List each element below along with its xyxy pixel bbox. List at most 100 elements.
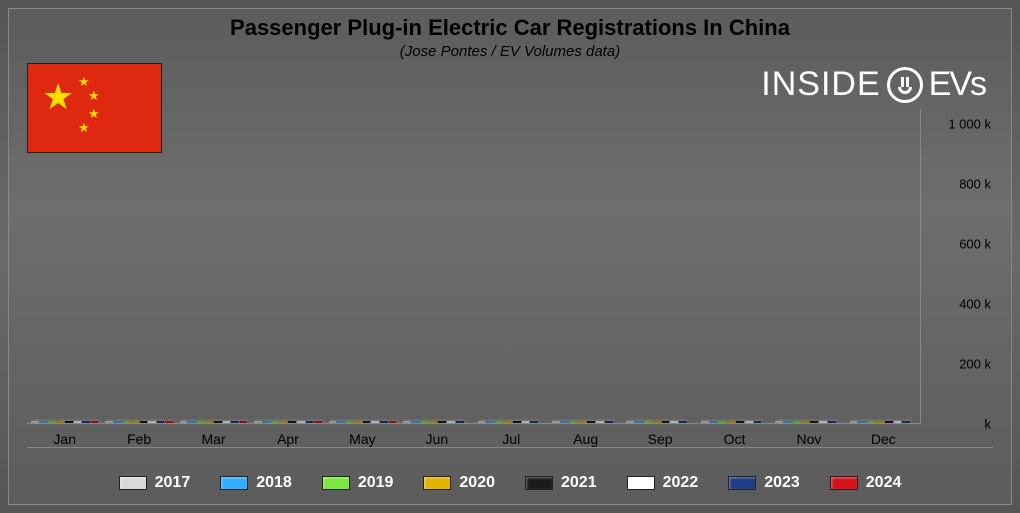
month-group: Dec	[846, 421, 920, 423]
legend-item: 2019	[322, 474, 394, 492]
bar	[478, 421, 486, 423]
bar	[271, 421, 279, 423]
legend-swatch	[728, 476, 756, 490]
bar	[346, 421, 354, 423]
x-tick-label: Apr	[251, 431, 324, 447]
bar	[679, 421, 687, 423]
bar	[403, 421, 411, 423]
x-tick-label: Jun	[400, 431, 473, 447]
bar	[456, 421, 464, 423]
bar	[819, 421, 827, 423]
bar	[530, 421, 538, 423]
legend-swatch	[220, 476, 248, 490]
y-tick-label: 200 k	[959, 356, 991, 371]
plug-icon	[887, 67, 923, 103]
bar	[157, 421, 165, 423]
bar	[412, 421, 420, 423]
bar	[91, 421, 99, 423]
legend-label: 2018	[256, 474, 292, 492]
bar	[718, 421, 726, 423]
month-group: Sep	[622, 421, 696, 423]
bar	[140, 421, 148, 423]
x-tick-label: Mar	[177, 431, 250, 447]
x-tick-label: Sep	[623, 431, 696, 447]
month-group: Apr	[250, 421, 324, 423]
legend-label: 2024	[866, 474, 902, 492]
month-group: May	[325, 421, 399, 423]
legend-item: 2024	[830, 474, 902, 492]
bar	[504, 421, 512, 423]
bar	[165, 421, 173, 423]
chart-title: Passenger Plug-in Electric Car Registrat…	[9, 9, 1011, 41]
legend-label: 2023	[764, 474, 800, 492]
bar	[389, 421, 397, 423]
legend-label: 2021	[561, 474, 597, 492]
bar	[885, 421, 893, 423]
bar	[894, 421, 902, 423]
insideevs-logo: INSIDE EVs	[761, 65, 985, 104]
bar	[635, 421, 643, 423]
bar	[784, 421, 792, 423]
legend-swatch	[627, 476, 655, 490]
bar	[263, 421, 271, 423]
legend-label: 2022	[663, 474, 699, 492]
logo-text-evs: EVs	[929, 65, 985, 104]
bar	[131, 421, 139, 423]
bar	[371, 421, 379, 423]
bar	[240, 421, 248, 423]
bar	[578, 421, 586, 423]
x-tick-label: Oct	[698, 431, 771, 447]
bar	[188, 421, 196, 423]
bar	[513, 421, 521, 423]
bar	[653, 421, 661, 423]
bar	[626, 421, 634, 423]
bar	[486, 421, 494, 423]
x-tick-label: Feb	[102, 431, 175, 447]
bar	[214, 421, 222, 423]
bar	[105, 421, 113, 423]
month-group: Aug	[548, 421, 622, 423]
bar	[438, 421, 446, 423]
y-tick-label: 600 k	[959, 237, 991, 252]
bar	[40, 421, 48, 423]
bar	[380, 421, 388, 423]
bar	[280, 421, 288, 423]
bar	[82, 421, 90, 423]
bar	[74, 421, 82, 423]
bar	[114, 421, 122, 423]
bar	[254, 421, 262, 423]
month-group: Jan	[27, 421, 101, 423]
legend-label: 2020	[459, 474, 495, 492]
bar	[314, 421, 322, 423]
bar	[421, 421, 429, 423]
bar	[662, 421, 670, 423]
y-axis: k200 k400 k600 k800 k1 000 k	[931, 109, 991, 424]
legend-item: 2020	[423, 474, 495, 492]
bar	[754, 421, 762, 423]
legend-swatch	[830, 476, 858, 490]
bar	[522, 421, 530, 423]
chart-subtitle: (Jose Pontes / EV Volumes data)	[9, 41, 1011, 60]
bar	[306, 421, 314, 423]
legend-swatch	[525, 476, 553, 490]
plot-region: JanFebMarAprMayJunJulAugSepOctNovDec	[27, 109, 921, 424]
legend-swatch	[423, 476, 451, 490]
bar	[288, 421, 296, 423]
bar	[701, 421, 709, 423]
bar	[858, 421, 866, 423]
legend-label: 2017	[155, 474, 191, 492]
month-group: Feb	[101, 421, 175, 423]
y-tick-label: 400 k	[959, 297, 991, 312]
legend-separator	[27, 447, 993, 448]
bar	[828, 421, 836, 423]
legend-item: 2021	[525, 474, 597, 492]
month-group: Jul	[474, 421, 548, 423]
bar	[495, 421, 503, 423]
bar	[850, 421, 858, 423]
month-group: Oct	[697, 421, 771, 423]
bar	[206, 421, 214, 423]
y-tick-label: 800 k	[959, 177, 991, 192]
legend-item: 2017	[119, 474, 191, 492]
bar	[596, 421, 604, 423]
bar	[223, 421, 231, 423]
